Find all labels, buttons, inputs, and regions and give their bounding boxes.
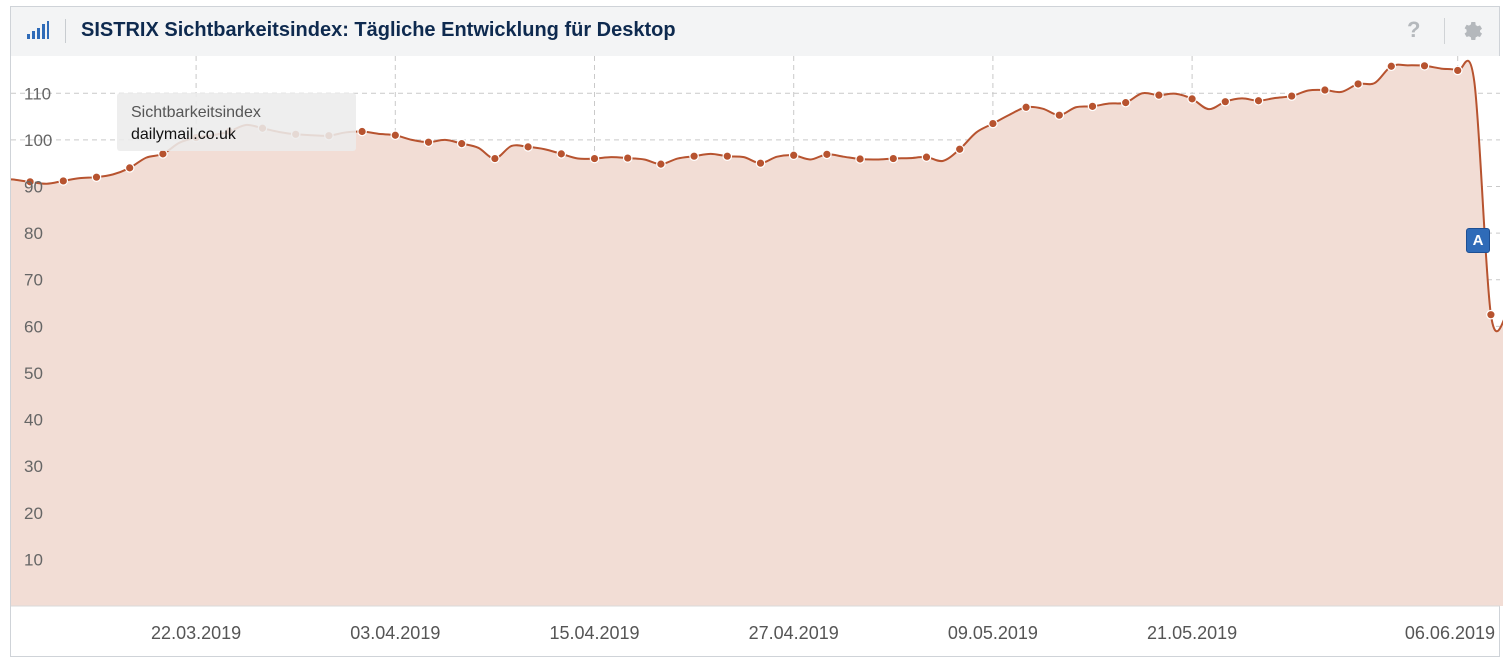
x-tick-label: 03.04.2019	[350, 623, 440, 643]
data-point	[257, 123, 268, 134]
data-point	[921, 152, 932, 162]
data-point	[1419, 60, 1430, 71]
data-point	[656, 159, 666, 169]
data-point	[191, 132, 201, 143]
data-point	[390, 130, 401, 141]
data-point	[722, 151, 733, 162]
y-tick-label: 30	[24, 457, 43, 476]
data-point	[423, 137, 434, 148]
data-point	[822, 149, 832, 160]
gear-icon[interactable]	[1461, 19, 1485, 43]
data-point	[1021, 102, 1031, 113]
data-point	[1353, 79, 1363, 89]
widget-header: SISTRIX Sichtbarkeitsindex: Tägliche Ent…	[11, 7, 1499, 57]
data-point	[855, 154, 865, 164]
y-tick-label: 60	[24, 317, 43, 336]
data-point	[556, 149, 567, 159]
data-point	[1452, 65, 1463, 76]
data-point	[158, 149, 168, 159]
y-tick-label: 70	[24, 271, 43, 290]
data-point	[1220, 96, 1231, 107]
x-tick-label: 15.04.2019	[549, 623, 639, 643]
data-point	[224, 126, 235, 137]
data-point	[357, 126, 367, 137]
data-point	[25, 177, 35, 187]
series-area	[11, 60, 1503, 606]
data-point	[1253, 95, 1264, 106]
y-tick-label: 20	[24, 504, 43, 523]
y-tick-label: 100	[24, 131, 52, 150]
widget-title: SISTRIX Sichtbarkeitsindex: Tägliche Ent…	[81, 19, 676, 41]
data-point	[91, 172, 102, 182]
y-tick-label: 110	[24, 84, 51, 103]
data-point	[1286, 91, 1297, 101]
data-point	[1120, 97, 1131, 108]
data-point	[1054, 110, 1065, 120]
data-point	[788, 150, 799, 161]
y-tick-label: 50	[24, 364, 43, 383]
data-point	[755, 158, 766, 169]
x-tick-label: 22.03.2019	[151, 623, 241, 643]
data-point	[1320, 85, 1330, 95]
header-divider-right	[1444, 18, 1445, 44]
x-tick-label: 09.05.2019	[948, 623, 1038, 643]
data-point	[1187, 94, 1197, 104]
annotation-marker-a[interactable]: A	[1466, 228, 1490, 253]
data-point	[1087, 101, 1098, 112]
x-tick-label: 06.06.2019	[1405, 623, 1495, 643]
data-point	[1154, 90, 1164, 100]
data-point	[1386, 61, 1397, 72]
signal-bars-icon	[27, 21, 49, 39]
data-point	[490, 153, 500, 164]
y-tick-label: 80	[24, 224, 43, 243]
data-point	[58, 176, 69, 186]
data-point	[290, 129, 301, 140]
data-point	[954, 144, 965, 155]
help-icon[interactable]: ?	[1407, 17, 1421, 42]
data-point	[888, 153, 899, 164]
y-tick-label: 40	[24, 411, 43, 430]
y-tick-label: 10	[24, 550, 43, 569]
y-tick-label: 90	[24, 178, 43, 197]
x-tick-label: 27.04.2019	[749, 623, 839, 643]
header-divider	[65, 19, 66, 43]
data-point	[589, 153, 600, 164]
data-point	[689, 151, 699, 162]
data-point	[988, 118, 998, 129]
data-point	[1486, 309, 1496, 320]
data-point	[124, 163, 135, 173]
data-point	[622, 153, 633, 163]
x-tick-label: 21.05.2019	[1147, 623, 1237, 643]
data-point	[324, 130, 334, 141]
data-point	[523, 142, 533, 152]
data-point	[456, 138, 467, 149]
